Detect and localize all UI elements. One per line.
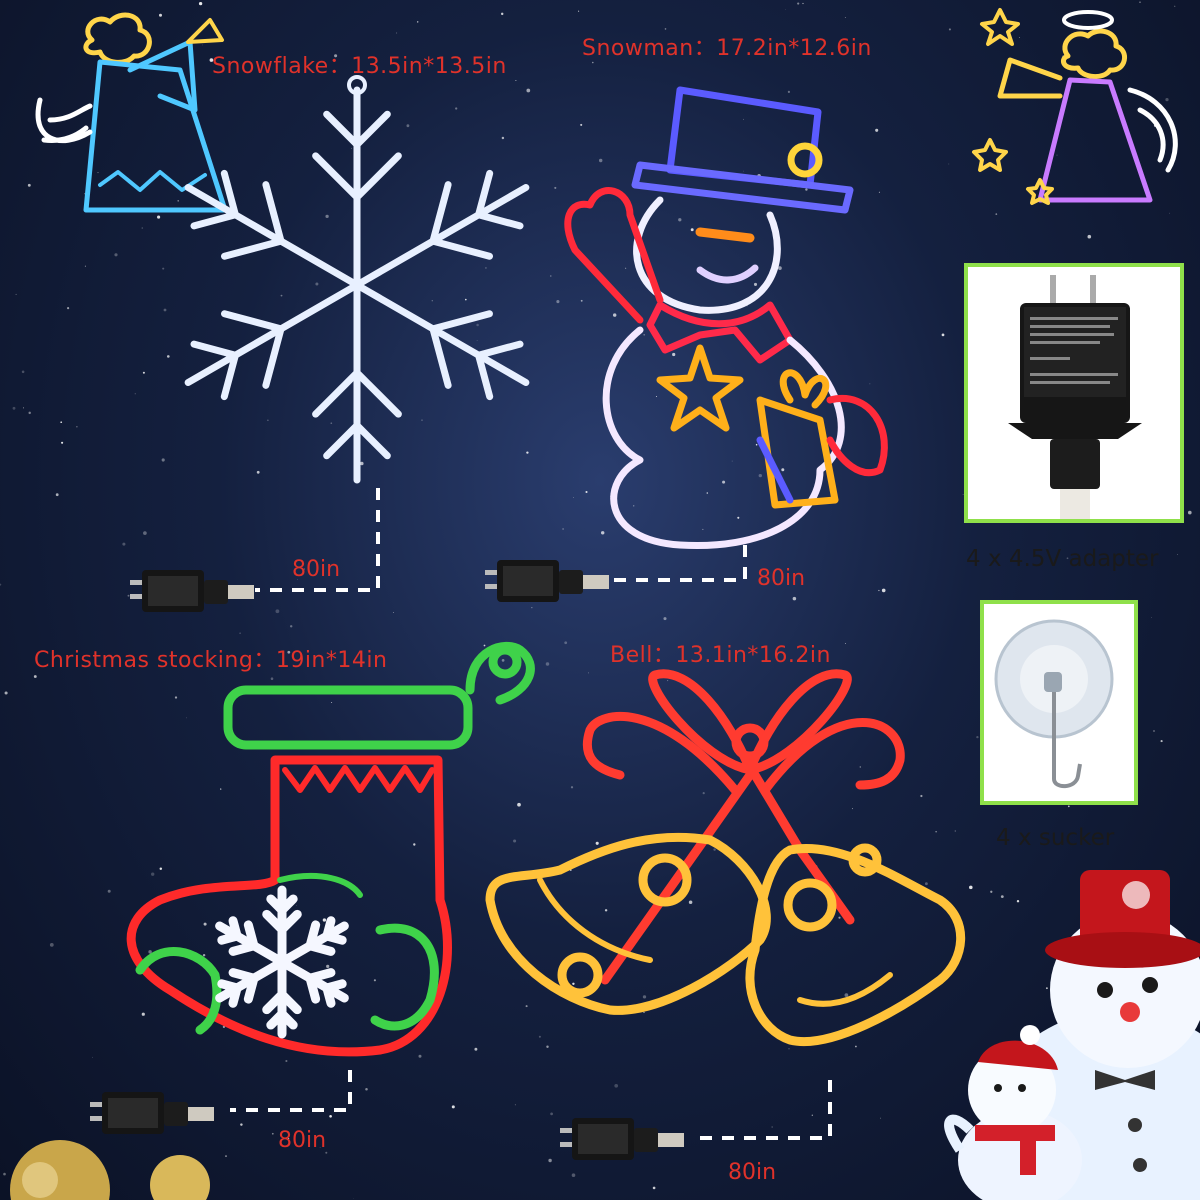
sucker-caption: 4 x sucker — [996, 825, 1115, 851]
sucker-image-box — [980, 600, 1138, 805]
bell-cord-length: 80in — [728, 1160, 777, 1185]
stocking-size-label: Christmas stocking：19in*14in — [34, 648, 388, 673]
snowflake-size-label: Snowflake：13.5in*13.5in — [212, 54, 507, 79]
suction-hook-icon — [994, 619, 1114, 789]
stocking-cord-length: 80in — [278, 1128, 327, 1153]
adapter-caption: 4 x 4.5V adapter — [966, 546, 1159, 572]
bell-size-label: Bell：13.1in*16.2in — [610, 643, 831, 668]
snowman-cord-length: 80in — [757, 566, 806, 591]
snowman-size-label: Snowman：17.2in*12.6in — [582, 36, 872, 61]
snowflake-cord-length: 80in — [292, 557, 341, 582]
adapter-image-box — [964, 263, 1184, 523]
power-adapter-icon — [1008, 275, 1142, 519]
